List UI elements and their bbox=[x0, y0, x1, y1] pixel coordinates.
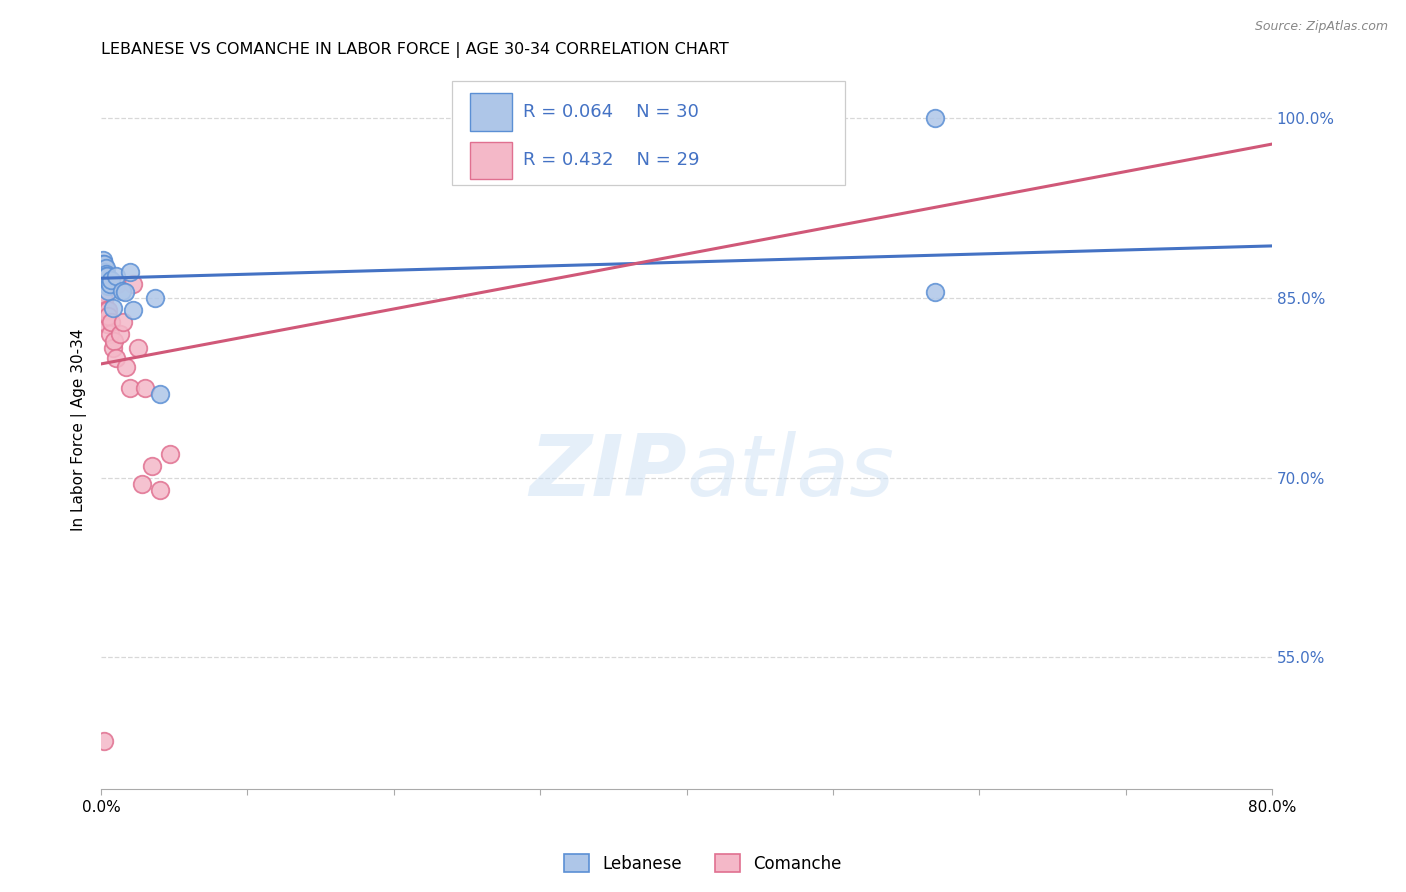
Point bbox=[96, 277, 118, 291]
Text: ZIP: ZIP bbox=[529, 432, 686, 515]
Text: atlas: atlas bbox=[686, 432, 894, 515]
FancyBboxPatch shape bbox=[453, 81, 845, 186]
Point bbox=[100, 273, 122, 287]
Point bbox=[98, 277, 121, 291]
Point bbox=[141, 458, 163, 473]
Point bbox=[122, 277, 145, 291]
Point bbox=[91, 267, 114, 281]
Point bbox=[134, 381, 156, 395]
Point bbox=[108, 326, 131, 341]
Point bbox=[120, 265, 142, 279]
Point bbox=[93, 293, 115, 308]
Point bbox=[159, 447, 181, 461]
Point bbox=[110, 284, 132, 298]
Point bbox=[120, 381, 142, 395]
Point bbox=[104, 269, 127, 284]
Point bbox=[93, 274, 115, 288]
Point bbox=[115, 360, 138, 375]
Point bbox=[149, 387, 172, 401]
Point bbox=[143, 291, 166, 305]
Point bbox=[91, 277, 114, 291]
Point bbox=[924, 285, 946, 299]
Point bbox=[91, 252, 114, 267]
Point bbox=[93, 258, 115, 272]
Point bbox=[91, 258, 114, 272]
Point bbox=[91, 273, 114, 287]
Point bbox=[94, 273, 117, 287]
Point bbox=[94, 261, 117, 276]
Point bbox=[94, 303, 117, 318]
Point bbox=[104, 351, 127, 365]
Point bbox=[96, 269, 118, 284]
Point bbox=[96, 273, 118, 287]
Point bbox=[97, 284, 120, 298]
Point bbox=[100, 315, 122, 329]
Point bbox=[97, 303, 120, 318]
Text: R = 0.432    N = 29: R = 0.432 N = 29 bbox=[523, 152, 699, 169]
Point bbox=[91, 258, 114, 272]
Y-axis label: In Labor Force | Age 30-34: In Labor Force | Age 30-34 bbox=[72, 328, 87, 531]
Legend: Lebanese, Comanche: Lebanese, Comanche bbox=[557, 847, 849, 880]
Point bbox=[122, 303, 145, 318]
Point bbox=[91, 261, 114, 276]
Point bbox=[93, 265, 115, 279]
Point bbox=[98, 326, 121, 341]
Point bbox=[91, 269, 114, 284]
Point bbox=[94, 309, 117, 323]
Text: Source: ZipAtlas.com: Source: ZipAtlas.com bbox=[1254, 20, 1388, 33]
Point bbox=[103, 334, 125, 348]
Point bbox=[127, 342, 149, 356]
Point bbox=[94, 269, 117, 284]
Point bbox=[93, 269, 115, 284]
Point bbox=[101, 301, 124, 315]
Point bbox=[131, 476, 153, 491]
Point bbox=[114, 285, 136, 299]
Point bbox=[97, 309, 120, 323]
Point bbox=[91, 266, 114, 280]
FancyBboxPatch shape bbox=[470, 94, 512, 130]
Point bbox=[924, 112, 946, 126]
Point bbox=[101, 342, 124, 356]
Point bbox=[112, 315, 135, 329]
Point bbox=[96, 318, 118, 332]
Text: R = 0.064    N = 30: R = 0.064 N = 30 bbox=[523, 103, 699, 121]
Point bbox=[93, 285, 115, 299]
Point bbox=[97, 279, 120, 293]
FancyBboxPatch shape bbox=[470, 142, 512, 179]
Text: LEBANESE VS COMANCHE IN LABOR FORCE | AGE 30-34 CORRELATION CHART: LEBANESE VS COMANCHE IN LABOR FORCE | AG… bbox=[101, 42, 728, 58]
Point bbox=[105, 277, 128, 291]
Point bbox=[94, 267, 117, 281]
Point bbox=[93, 734, 115, 748]
Point bbox=[149, 483, 172, 497]
